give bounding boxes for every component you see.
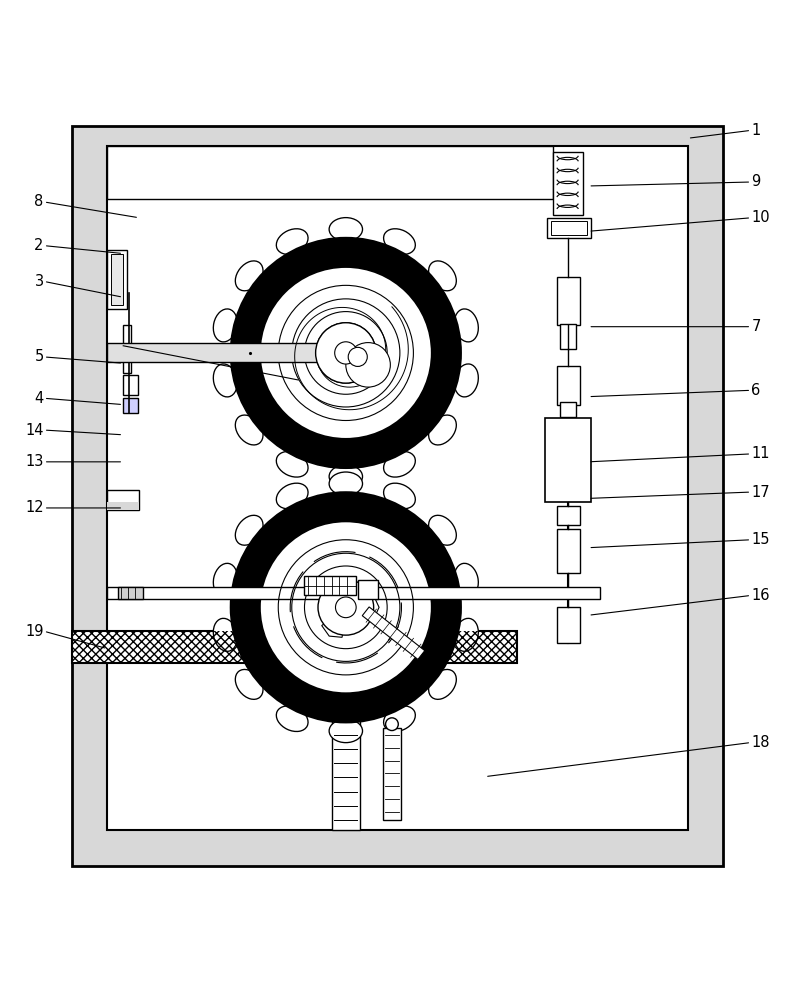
Text: 6: 6 [751, 383, 761, 398]
Bar [560, 324, 576, 349]
Text: 3: 3 [35, 274, 44, 289]
Circle shape [348, 347, 367, 366]
Ellipse shape [213, 618, 237, 651]
Ellipse shape [329, 719, 363, 743]
Bar [107, 146, 688, 830]
Bar [304, 576, 356, 595]
Text: 2: 2 [34, 238, 44, 253]
Bar [547, 218, 591, 238]
Bar [118, 587, 143, 599]
Circle shape [260, 267, 432, 439]
Ellipse shape [429, 515, 456, 545]
Bar [358, 580, 378, 599]
Bar [556, 607, 580, 643]
Circle shape [318, 580, 374, 635]
Circle shape [260, 521, 432, 693]
Ellipse shape [455, 563, 479, 596]
Bar [551, 221, 587, 235]
Ellipse shape [277, 452, 308, 477]
Bar [107, 587, 600, 599]
Circle shape [386, 718, 398, 731]
Ellipse shape [277, 483, 308, 509]
Text: 11: 11 [751, 446, 770, 461]
Ellipse shape [235, 415, 263, 445]
Text: 10: 10 [751, 210, 770, 225]
Bar [123, 353, 131, 373]
Ellipse shape [213, 563, 237, 596]
Bar [107, 250, 127, 309]
Bar [72, 631, 517, 663]
Ellipse shape [329, 218, 363, 241]
Text: 7: 7 [751, 319, 761, 334]
Bar [553, 152, 583, 215]
Ellipse shape [429, 415, 456, 445]
Ellipse shape [455, 618, 479, 651]
Text: 1: 1 [751, 123, 761, 138]
Bar [556, 366, 580, 405]
Circle shape [231, 492, 461, 723]
Ellipse shape [213, 309, 237, 342]
Ellipse shape [429, 261, 456, 291]
Text: 5: 5 [34, 349, 44, 364]
Bar [123, 375, 138, 395]
Ellipse shape [329, 465, 363, 488]
Circle shape [335, 597, 356, 618]
Ellipse shape [455, 309, 479, 342]
Text: 4: 4 [34, 391, 44, 406]
Text: 8: 8 [34, 194, 44, 209]
Bar [107, 502, 139, 510]
Ellipse shape [384, 706, 415, 731]
Text: 13: 13 [25, 454, 44, 469]
Text: 14: 14 [25, 423, 44, 438]
Text: 17: 17 [751, 485, 770, 500]
Bar [123, 325, 131, 351]
Circle shape [335, 342, 357, 364]
Circle shape [346, 343, 390, 387]
Bar [556, 529, 580, 573]
Ellipse shape [384, 229, 415, 254]
Ellipse shape [429, 669, 456, 699]
Bar [545, 418, 591, 502]
Ellipse shape [384, 483, 415, 509]
Bar [556, 277, 580, 325]
Ellipse shape [455, 364, 479, 397]
Text: 15: 15 [751, 532, 770, 547]
Bar [123, 398, 138, 413]
Bar [107, 146, 553, 199]
Bar [383, 728, 401, 820]
Ellipse shape [235, 261, 263, 291]
Ellipse shape [277, 229, 308, 254]
Text: 9: 9 [751, 174, 761, 190]
Ellipse shape [329, 472, 363, 495]
Text: 12: 12 [25, 500, 44, 515]
Text: 16: 16 [751, 588, 770, 603]
Bar [332, 663, 359, 830]
Bar [560, 402, 576, 417]
Bar [358, 580, 378, 599]
Ellipse shape [235, 669, 263, 699]
Bar [72, 126, 723, 866]
Bar [556, 506, 580, 525]
Text: 18: 18 [751, 735, 770, 750]
Bar [107, 343, 354, 362]
Polygon shape [322, 577, 346, 607]
Ellipse shape [235, 515, 263, 545]
Ellipse shape [277, 706, 308, 731]
Polygon shape [322, 607, 346, 637]
Bar [107, 490, 139, 510]
Ellipse shape [213, 364, 237, 397]
Bar [72, 631, 517, 663]
Polygon shape [346, 596, 379, 619]
Circle shape [316, 323, 376, 383]
Circle shape [231, 238, 461, 468]
Polygon shape [363, 607, 425, 659]
Bar [72, 126, 723, 866]
Bar [111, 254, 123, 305]
Ellipse shape [384, 452, 415, 477]
Text: 19: 19 [25, 624, 44, 639]
